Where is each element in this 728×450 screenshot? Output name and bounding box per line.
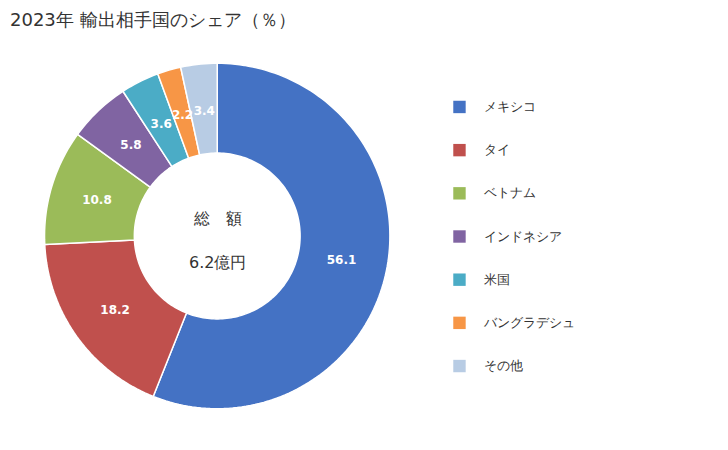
svg-text:3.6: 3.6 — [151, 117, 172, 131]
svg-text:6.2億円: 6.2億円 — [189, 253, 246, 272]
svg-text:インドネシア: インドネシア — [484, 229, 562, 244]
svg-text:10.8: 10.8 — [82, 193, 112, 207]
svg-text:56.1: 56.1 — [327, 253, 357, 267]
svg-text:バングラデシュ: バングラデシュ — [483, 315, 575, 330]
svg-text:総 額: 総 額 — [193, 209, 242, 228]
svg-text:3.4: 3.4 — [194, 104, 215, 118]
svg-text:メキシコ: メキシコ — [484, 99, 536, 114]
svg-text:18.2: 18.2 — [100, 303, 130, 317]
svg-text:2.2: 2.2 — [172, 108, 193, 122]
svg-text:5.8: 5.8 — [120, 138, 141, 152]
svg-text:ベトナム: ベトナム — [484, 185, 536, 200]
svg-text:米国: 米国 — [484, 272, 510, 287]
svg-text:タイ: タイ — [484, 142, 510, 157]
html-text:2023年 輸出相手国のシェア（％）: 2023年 輸出相手国のシェア（％） — [10, 9, 296, 30]
svg-text:その他: その他 — [484, 358, 523, 373]
